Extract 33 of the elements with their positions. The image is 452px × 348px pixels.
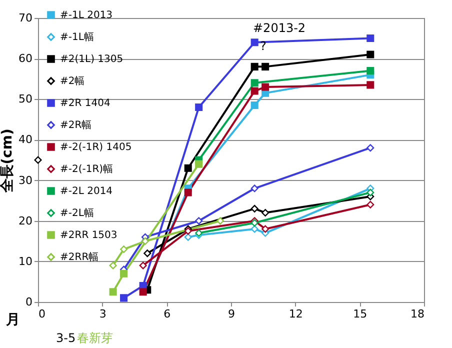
x-tick-label: 15 bbox=[353, 308, 368, 320]
annotation: #2013-2 bbox=[253, 21, 306, 35]
legend-label: #2幅 bbox=[60, 75, 85, 87]
y-tick-label: 70 bbox=[18, 12, 32, 24]
y-tick-label: 50 bbox=[18, 92, 32, 106]
x-tick-label: 3 bbox=[99, 308, 106, 320]
y-tick-label: 40 bbox=[18, 133, 32, 146]
y-tick-label: 30 bbox=[18, 174, 32, 187]
y-tick-label: 0 bbox=[26, 296, 32, 308]
y-tick-label: 20 bbox=[18, 214, 32, 228]
legend-label: #-1L 2013 bbox=[60, 10, 113, 21]
text: 3-5 bbox=[56, 331, 76, 345]
legend-label: #-2L 2014 bbox=[60, 186, 113, 197]
x-axis-title: 月 bbox=[5, 312, 20, 328]
y-tick-label: 60 bbox=[18, 52, 32, 66]
x-tick-label: 12 bbox=[288, 308, 303, 320]
x-tick-label: 18 bbox=[410, 308, 424, 320]
legend-label: #2R 1404 bbox=[60, 98, 110, 109]
y-axis-title: 全長(cm) bbox=[0, 128, 16, 194]
legend-label: #-2(-1R) 1405 bbox=[60, 142, 132, 153]
legend-label: #2R幅 bbox=[60, 119, 92, 131]
legend-label: #2RR幅 bbox=[60, 251, 99, 263]
legend-label: #2(1L) 1305 bbox=[60, 54, 124, 65]
legend-label: #-1L幅 bbox=[60, 31, 94, 43]
y-tick-label: 10 bbox=[18, 254, 32, 268]
x-tick-label: 0 bbox=[38, 308, 46, 320]
text: 春新芽 bbox=[77, 331, 113, 345]
legend-label: #2RR 1503 bbox=[60, 230, 118, 241]
x-tick-label: 6 bbox=[164, 308, 171, 320]
x-tick-label: 9 bbox=[228, 308, 235, 320]
legend-label: #-2L幅 bbox=[60, 207, 94, 219]
legend-label: #-2(-1R)幅 bbox=[60, 163, 114, 175]
annotation: ? bbox=[260, 39, 266, 53]
